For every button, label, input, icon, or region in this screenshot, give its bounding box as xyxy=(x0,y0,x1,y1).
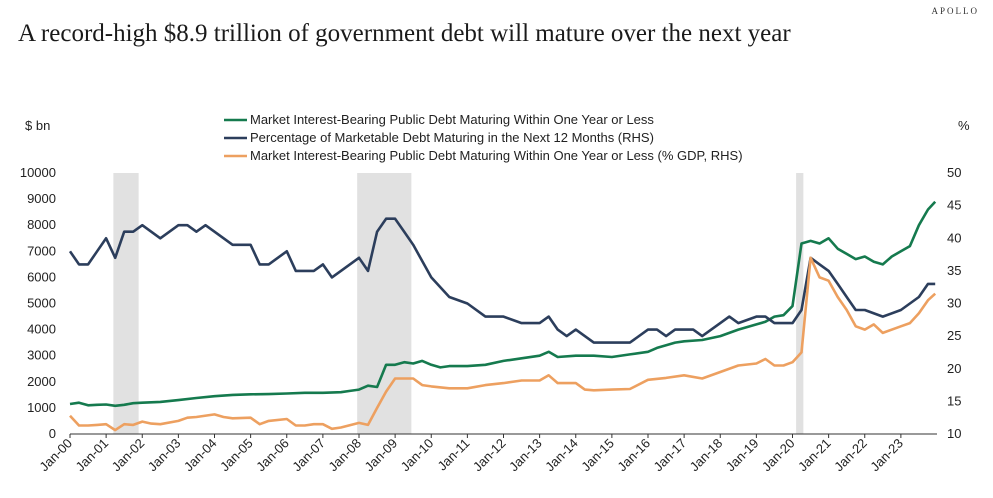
x-tick-label: Jan-07 xyxy=(289,436,328,475)
y2-tick-label: 25 xyxy=(947,328,961,343)
y-tick-label: 3000 xyxy=(27,348,56,363)
series-line-2 xyxy=(68,217,936,344)
y-tick-label: 4000 xyxy=(27,322,56,337)
series-lines xyxy=(68,200,937,432)
x-tick-label: Jan-14 xyxy=(542,436,581,475)
x-tick-label: Jan-04 xyxy=(181,436,220,475)
x-tick-label: Jan-19 xyxy=(723,436,762,475)
x-tick-label: Jan-23 xyxy=(867,436,906,475)
y-tick-label: 7000 xyxy=(27,243,56,258)
left-axis-unit: $ bn xyxy=(25,118,50,133)
legend-label: Percentage of Marketable Debt Maturing i… xyxy=(250,130,654,145)
x-tick-label: Jan-09 xyxy=(362,436,401,475)
x-tick-label: Jan-16 xyxy=(614,436,653,475)
recession-shading xyxy=(113,173,804,434)
y-tick-label: 9000 xyxy=(27,191,56,206)
legend-label: Market Interest-Bearing Public Debt Matu… xyxy=(250,148,743,163)
x-tick-label: Jan-03 xyxy=(145,436,184,475)
y2-tick-label: 40 xyxy=(947,230,961,245)
x-tick-label: Jan-10 xyxy=(398,436,437,475)
brand-label: APOLLO xyxy=(931,6,979,16)
x-tick-label: Jan-00 xyxy=(36,436,75,475)
y2-tick-label: 10 xyxy=(947,426,961,441)
y2-tick-label: 30 xyxy=(947,296,961,311)
x-tick-label: Jan-20 xyxy=(759,436,798,475)
recession-band xyxy=(357,173,412,434)
x-tick-label: Jan-11 xyxy=(434,436,472,474)
right-axis-unit: % xyxy=(958,118,970,133)
recession-band xyxy=(113,173,139,434)
y-tick-label: 8000 xyxy=(27,217,56,232)
x-tick-label: Jan-06 xyxy=(253,436,292,475)
y-tick-label: 6000 xyxy=(27,269,56,284)
page-title: A record-high $8.9 trillion of governmen… xyxy=(18,20,791,47)
x-tick-label: Jan-05 xyxy=(217,436,256,475)
x-tick-label: Jan-22 xyxy=(831,436,870,475)
y-tick-label: 10000 xyxy=(20,165,56,180)
y2-tick-label: 45 xyxy=(947,198,961,213)
series-line-3 xyxy=(69,256,937,432)
y-tick-label: 0 xyxy=(49,426,56,441)
y2-tick-label: 50 xyxy=(947,165,961,180)
x-tick-label: Jan-12 xyxy=(470,436,509,475)
y2-tick-label: 35 xyxy=(947,263,961,278)
y-tick-label: 5000 xyxy=(27,296,56,311)
x-tick-label: Jan-02 xyxy=(109,436,148,475)
chart-axes: $ bn % 0 1000 2000 3000 4000 5000 6000 7000 8000 90… xyxy=(20,118,970,474)
legend: Market Interest-Bearing Public Debt Matu… xyxy=(224,112,743,163)
x-tick-label: Jan-01 xyxy=(73,436,112,475)
legend-label: Market Interest-Bearing Public Debt Matu… xyxy=(250,112,654,127)
x-tick-label: Jan-17 xyxy=(651,436,690,475)
y2-tick-label: 15 xyxy=(947,393,961,408)
x-tick-label: Jan-08 xyxy=(325,436,364,475)
x-tick-label: Jan-15 xyxy=(578,436,617,475)
recession-band xyxy=(796,173,804,434)
x-tick-label: Jan-13 xyxy=(506,436,545,475)
y2-tick-label: 20 xyxy=(947,361,961,376)
series-line-1 xyxy=(69,200,937,408)
y-tick-label: 1000 xyxy=(27,400,56,415)
y-tick-label: 2000 xyxy=(27,374,56,389)
x-tick-label: Jan-18 xyxy=(687,436,726,475)
x-tick-label: Jan-21 xyxy=(795,436,834,475)
